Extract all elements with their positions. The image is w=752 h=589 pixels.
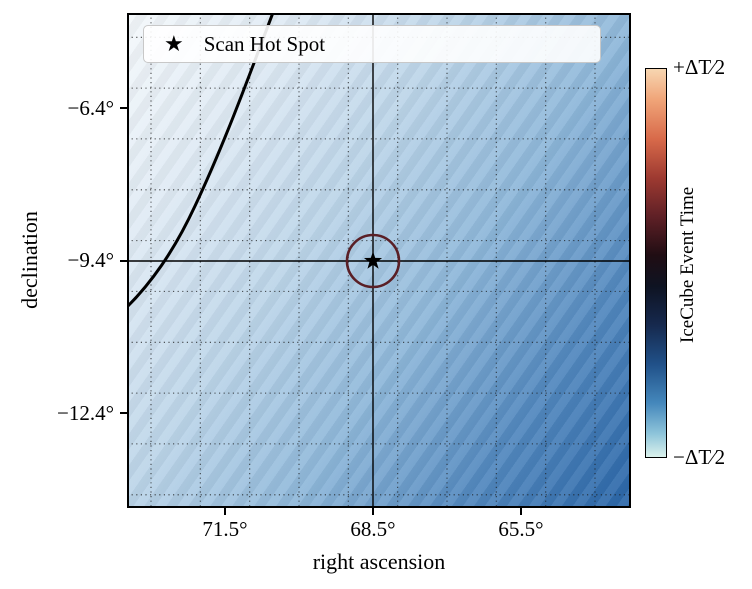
y-tick-mark bbox=[120, 260, 127, 262]
legend: ★ Scan Hot Spot bbox=[143, 25, 601, 63]
x-tick-label: 71.5° bbox=[202, 517, 248, 541]
x-tick-mark bbox=[224, 508, 226, 515]
colorbar-top-tick-label: +ΔT∕2 bbox=[673, 55, 726, 79]
x-axis-label: right ascension bbox=[312, 549, 446, 574]
y-tick-label: −6.4° bbox=[67, 96, 115, 120]
contour-circle bbox=[345, 233, 401, 289]
sky-map-plot: ★ Scan Hot Spot bbox=[127, 13, 631, 508]
star-icon: ★ bbox=[164, 31, 184, 56]
x-tick-label: 65.5° bbox=[498, 517, 544, 541]
y-axis-label: declination bbox=[17, 211, 42, 309]
legend-label: Scan Hot Spot bbox=[203, 31, 326, 56]
y-tick-label: −9.4° bbox=[67, 248, 115, 272]
x-tick-label: 68.5° bbox=[350, 517, 396, 541]
plot-overlay-svg bbox=[127, 13, 631, 508]
colorbar-bottom-tick-label: −ΔT∕2 bbox=[673, 445, 726, 469]
x-tick-mark bbox=[372, 508, 374, 515]
y-tick-label: −12.4° bbox=[57, 401, 114, 425]
hot-spot-star-marker bbox=[363, 251, 383, 269]
colorbar-axis-label: IceCube Event Time bbox=[677, 186, 698, 344]
y-tick-mark bbox=[120, 412, 127, 414]
colorbar-gradient bbox=[645, 68, 667, 458]
y-tick-mark bbox=[120, 107, 127, 109]
x-tick-mark bbox=[520, 508, 522, 515]
